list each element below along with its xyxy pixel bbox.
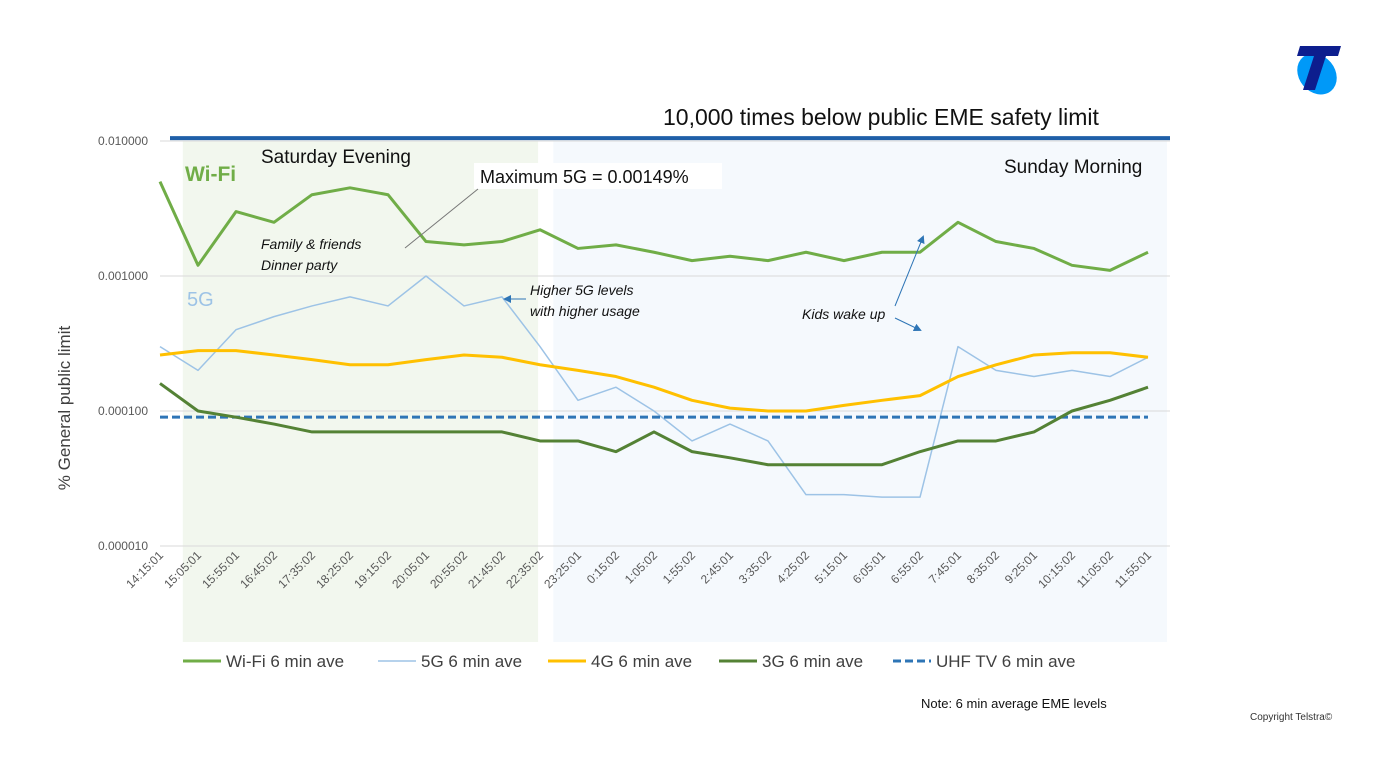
max-5g-annotation: Maximum 5G = 0.00149% [480, 167, 689, 187]
chart-title: 10,000 times below public EME safety lim… [663, 104, 1100, 130]
x-tick-label: 14:15:01 [123, 548, 166, 591]
kids-arrow-5g [894, 317, 922, 332]
legend-label: 3G 6 min ave [762, 652, 863, 671]
wifi-label: Wi-Fi [185, 163, 236, 186]
fiveg-label: 5G [187, 289, 214, 311]
higher-usage-annotation-1: Higher 5G levels [530, 282, 634, 298]
y-tick-label: 0.000010 [98, 539, 148, 553]
series-line-3g [159, 382, 1149, 467]
gridlines [160, 140, 1170, 547]
y-tick-label: 0.000100 [98, 404, 148, 418]
shaded-regions [182, 141, 1167, 642]
legend-label: UHF TV 6 min ave [936, 652, 1076, 671]
note: Note: 6 min average EME levels [921, 696, 1107, 711]
y-axis-ticks: 0.010000 0.001000 0.000100 0.000010 [98, 134, 148, 553]
region-1 [553, 141, 1167, 642]
y-axis-label: % General public limit [55, 326, 74, 491]
series-line-wi-fi [158, 181, 1149, 272]
y-tick-label: 0.010000 [98, 134, 148, 148]
max-5g-box [474, 163, 722, 189]
series-line-4g [159, 349, 1149, 413]
legend-label: 4G 6 min ave [591, 652, 692, 671]
legend: Wi-Fi 6 min ave 5G 6 min ave 4G 6 min ave 3… [183, 652, 1076, 671]
telstra-logo [1297, 46, 1341, 95]
series-lines [158, 181, 1149, 498]
legend-label: Wi-Fi 6 min ave [226, 652, 344, 671]
kids-arrow-wifi [894, 235, 925, 307]
region-label-sunday: Sunday Morning [1004, 157, 1142, 178]
max-5g-pointer [404, 188, 479, 249]
higher-usage-annotation-2: with higher usage [530, 303, 640, 319]
copyright: Copyright Telstra© [1250, 712, 1333, 723]
family-annotation-1: Family & friends [261, 236, 361, 252]
legend-label: 5G 6 min ave [421, 652, 522, 671]
series-line-5g [159, 275, 1149, 498]
region-label-saturday: Saturday Evening [261, 147, 411, 168]
family-annotation-2: Dinner party [261, 257, 338, 273]
y-tick-label: 0.001000 [98, 269, 148, 283]
region-0 [182, 141, 539, 642]
kids-wake-up-annotation: Kids wake up [802, 306, 885, 322]
